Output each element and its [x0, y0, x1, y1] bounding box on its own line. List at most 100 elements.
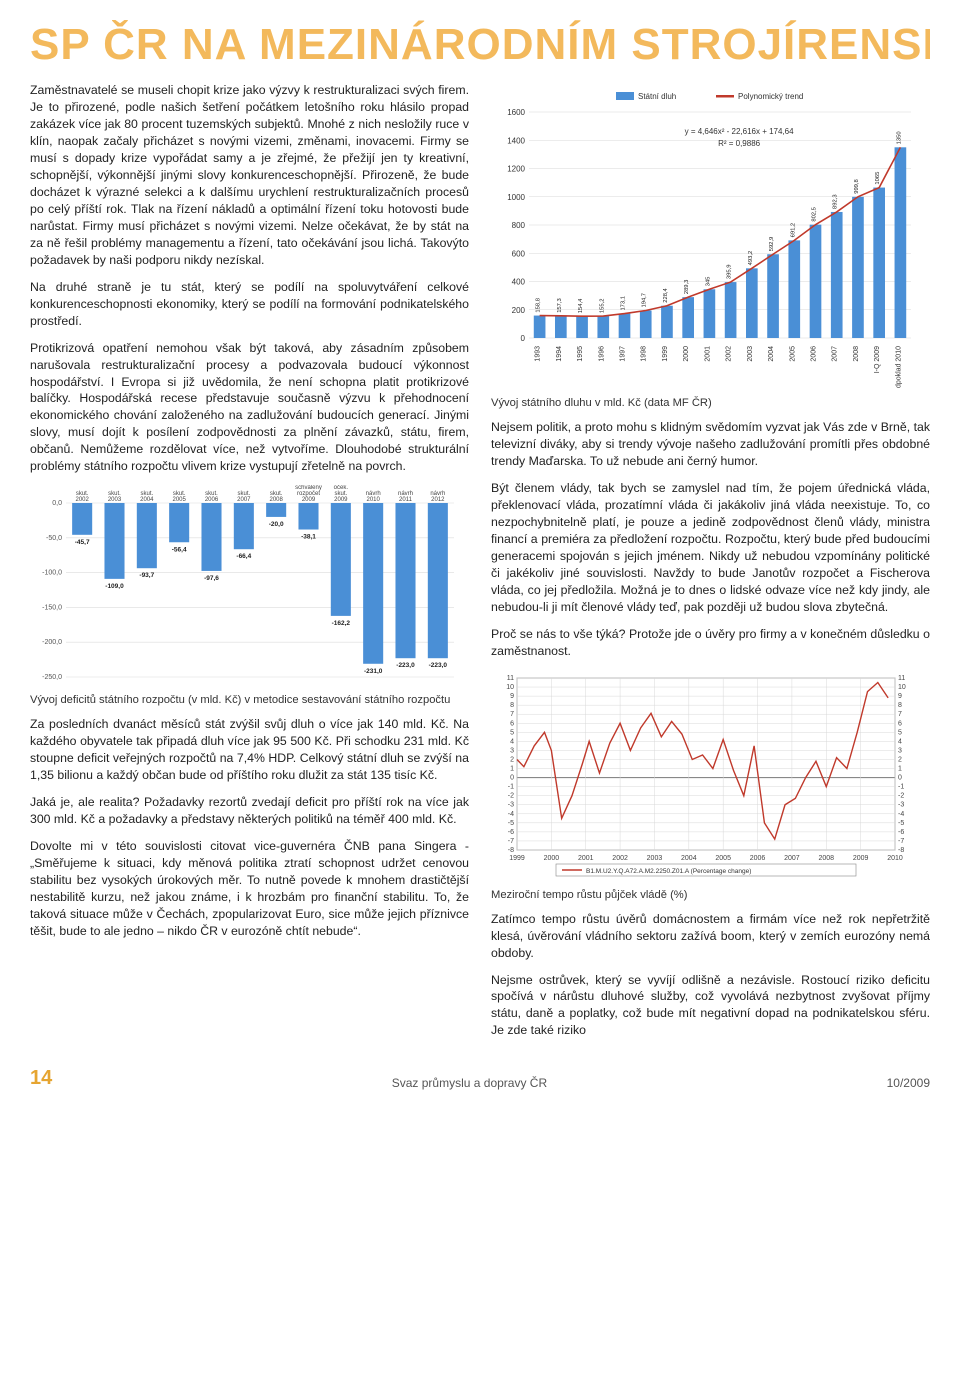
svg-text:2008: 2008 — [269, 497, 283, 503]
svg-text:1996: 1996 — [598, 346, 605, 362]
svg-text:-1: -1 — [508, 783, 514, 790]
svg-text:1200: 1200 — [507, 165, 525, 174]
svg-text:173,1: 173,1 — [621, 296, 627, 311]
svg-text:1993: 1993 — [535, 346, 542, 362]
svg-text:-5: -5 — [508, 819, 514, 826]
svg-text:-45,7: -45,7 — [75, 539, 90, 546]
svg-text:Polynomický trend: Polynomický trend — [738, 92, 803, 101]
svg-text:2004: 2004 — [681, 855, 697, 862]
svg-text:1: 1 — [898, 765, 902, 772]
svg-text:400: 400 — [512, 278, 526, 287]
svg-text:1994: 1994 — [556, 346, 563, 362]
svg-text:-150,0: -150,0 — [42, 605, 62, 612]
svg-text:1350: 1350 — [896, 131, 902, 144]
svg-text:9: 9 — [898, 693, 902, 700]
svg-text:B1.M.U2.Y.Q.A72.A.M2.2250.Z01.: B1.M.U2.Y.Q.A72.A.M2.2250.Z01.A (Percent… — [586, 868, 751, 875]
deficit-chart: 0,0-50,0-100,0-150,0-200,0-250,0-45,7sku… — [30, 485, 469, 690]
svg-text:-7: -7 — [508, 838, 514, 845]
deficit-chart-caption: Vývoj deficitů státního rozpočtu (v mld.… — [30, 694, 469, 706]
svg-text:y = 4,646x² - 22,616x + 174,64: y = 4,646x² - 22,616x + 174,64 — [685, 127, 795, 136]
svg-text:0: 0 — [510, 774, 514, 781]
svg-text:1999: 1999 — [509, 855, 525, 862]
svg-text:-8: -8 — [898, 847, 904, 854]
svg-text:1000: 1000 — [507, 193, 525, 202]
svg-text:800: 800 — [512, 221, 526, 230]
svg-text:6: 6 — [510, 720, 514, 727]
svg-text:2008: 2008 — [818, 855, 834, 862]
svg-text:11: 11 — [898, 675, 905, 682]
svg-text:493,2: 493,2 — [748, 251, 754, 266]
svg-text:-97,6: -97,6 — [204, 575, 219, 582]
svg-text:1400: 1400 — [507, 136, 525, 145]
svg-text:-56,4: -56,4 — [172, 547, 187, 554]
right-column: 02004006008001000120014001600158,8199315… — [491, 82, 930, 1049]
svg-text:2009: 2009 — [302, 497, 316, 503]
right-p4: Zatímco tempo růstu úvěrů domácnostem a … — [491, 911, 930, 962]
svg-text:155,2: 155,2 — [599, 299, 605, 314]
svg-text:6: 6 — [898, 720, 902, 727]
svg-text:-93,7: -93,7 — [139, 573, 154, 580]
svg-text:-6: -6 — [508, 828, 514, 835]
svg-text:154,4: 154,4 — [578, 298, 584, 313]
svg-text:2005: 2005 — [715, 855, 731, 862]
svg-text:2011: 2011 — [399, 497, 413, 503]
svg-text:-38,1: -38,1 — [301, 534, 316, 541]
left-p4: Za posledních dvanáct měsíců stát zvýšil… — [30, 716, 469, 784]
svg-text:-50,0: -50,0 — [46, 535, 62, 542]
svg-text:2005: 2005 — [172, 497, 186, 503]
svg-text:R² = 0,9886: R² = 0,9886 — [718, 139, 761, 148]
svg-text:-250,0: -250,0 — [42, 674, 62, 681]
svg-text:2003: 2003 — [108, 497, 122, 503]
svg-text:592,9: 592,9 — [769, 237, 775, 252]
svg-text:-109,0: -109,0 — [105, 583, 124, 590]
svg-text:7: 7 — [898, 711, 902, 718]
svg-text:-6: -6 — [898, 828, 904, 835]
svg-text:-20,0: -20,0 — [269, 521, 284, 528]
svg-text:2006: 2006 — [205, 497, 219, 503]
svg-text:691,2: 691,2 — [790, 223, 796, 238]
svg-text:802,5: 802,5 — [812, 207, 818, 222]
svg-text:7: 7 — [510, 711, 514, 718]
svg-text:0: 0 — [521, 334, 526, 343]
svg-text:-223,0: -223,0 — [396, 663, 415, 670]
svg-text:9: 9 — [510, 693, 514, 700]
svg-text:2006: 2006 — [750, 855, 766, 862]
svg-text:2009: 2009 — [334, 497, 348, 503]
svg-text:2009: 2009 — [853, 855, 869, 862]
svg-text:0,0: 0,0 — [52, 500, 62, 507]
svg-text:2001: 2001 — [704, 346, 711, 362]
left-column: Zaměstnavatelé se museli chopit krize ja… — [30, 82, 469, 1049]
svg-text:2002: 2002 — [726, 346, 733, 362]
svg-text:3: 3 — [510, 747, 514, 754]
svg-text:200: 200 — [512, 306, 526, 315]
svg-text:2004: 2004 — [140, 497, 154, 503]
svg-text:2002: 2002 — [612, 855, 628, 862]
svg-text:-4: -4 — [508, 810, 514, 817]
svg-text:1999: 1999 — [662, 346, 669, 362]
svg-text:2007: 2007 — [832, 346, 839, 362]
svg-text:-100,0: -100,0 — [42, 570, 62, 577]
svg-text:-1: -1 — [898, 783, 904, 790]
svg-text:2001: 2001 — [578, 855, 594, 862]
svg-text:1600: 1600 — [507, 108, 525, 117]
svg-text:5: 5 — [898, 729, 902, 736]
left-p2: Na druhé straně je tu stát, který se pod… — [30, 279, 469, 330]
left-p3: Protikrizová opatření nemohou však být t… — [30, 340, 469, 476]
footer-issue: 10/2009 — [887, 1076, 930, 1090]
svg-text:2: 2 — [510, 756, 514, 763]
loan-growth-chart: -8-8-7-7-6-6-5-5-4-4-3-3-2-2-1-100112233… — [491, 670, 930, 885]
svg-text:2: 2 — [898, 756, 902, 763]
svg-text:158,8: 158,8 — [536, 298, 542, 313]
svg-text:-200,0: -200,0 — [42, 640, 62, 647]
svg-text:Státní dluh: Státní dluh — [638, 92, 676, 101]
svg-text:4: 4 — [510, 738, 514, 745]
svg-text:2005: 2005 — [789, 346, 796, 362]
svg-text:-3: -3 — [508, 801, 514, 808]
debt-chart-caption: Vývoj státního dluhu v mld. Kč (data MF … — [491, 397, 930, 409]
svg-text:-162,2: -162,2 — [332, 620, 351, 627]
svg-text:-5: -5 — [898, 819, 904, 826]
right-p2: Být členem vlády, tak bych se zamyslel n… — [491, 480, 930, 616]
svg-text:2004: 2004 — [768, 346, 775, 362]
svg-text:11: 11 — [507, 675, 514, 682]
svg-text:-66,4: -66,4 — [236, 554, 251, 561]
